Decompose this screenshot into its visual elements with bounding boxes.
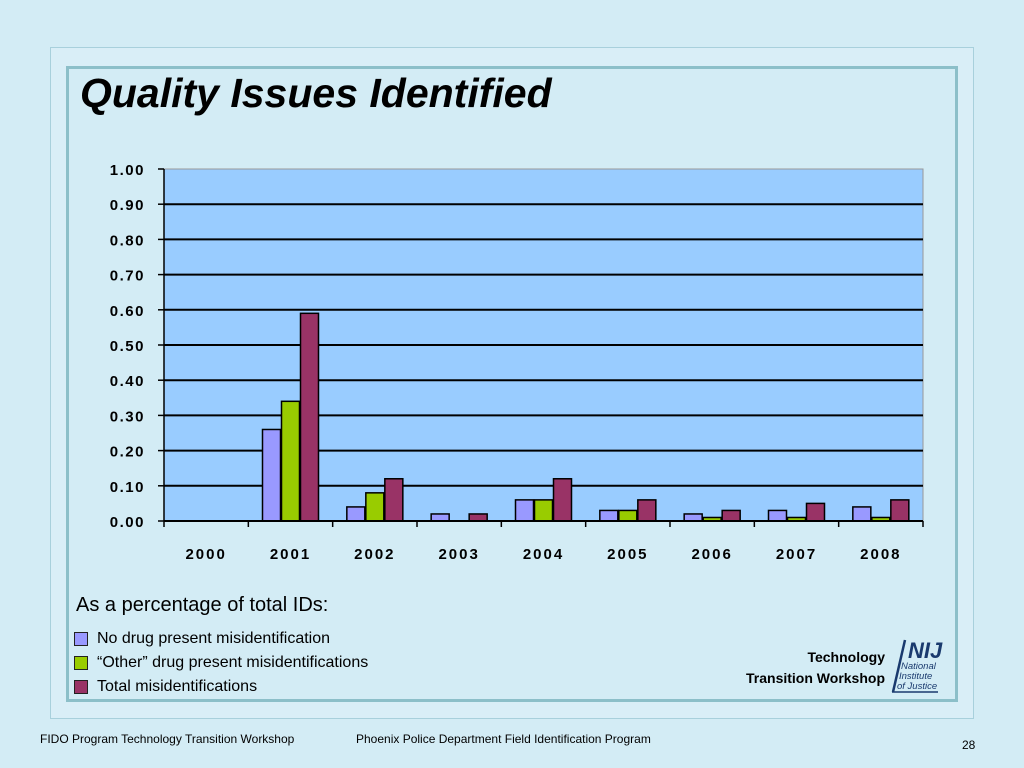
- tech-transition-text: Technology Transition Workshop: [720, 647, 885, 689]
- legend-label-other-drug: “Other” drug present misidentifications: [97, 654, 369, 671]
- legend-label-total: Total misidentifications: [97, 678, 258, 695]
- y-tick-label: 0.70: [110, 268, 145, 285]
- legend-swatch-total: [74, 680, 88, 694]
- bar-no-drug-present-misidentification: [683, 513, 703, 522]
- x-tick-label: 2003: [438, 546, 479, 563]
- nij-logo-abbr: NIJ: [908, 638, 943, 663]
- tech-line-2: Transition Workshop: [746, 670, 885, 686]
- bar-total-misidentifications: [805, 502, 826, 522]
- bar-total-misidentifications: [468, 513, 488, 522]
- y-tick-label: 0.40: [110, 373, 145, 390]
- footer-program-name: Phoenix Police Department Field Identifi…: [356, 732, 651, 746]
- chart-legend: No drug present misidentification “Other…: [74, 627, 368, 699]
- x-tick-label: 2006: [691, 546, 732, 563]
- x-tick-label: 2001: [270, 546, 311, 563]
- bar--other-drug-present-misidentifications: [280, 400, 301, 522]
- bar-no-drug-present-misidentification: [261, 428, 282, 522]
- legend-item-no-drug: No drug present misidentification: [74, 627, 368, 651]
- bar--other-drug-present-misidentifications: [533, 499, 554, 522]
- bar-total-misidentifications: [384, 478, 404, 522]
- nij-logo-line1: National: [901, 661, 937, 672]
- y-tick-label: 0.80: [110, 232, 145, 249]
- nij-logo: NIJ National Institute of Justice: [891, 638, 943, 693]
- bar-total-misidentifications: [890, 499, 910, 522]
- bar-total-misidentifications: [299, 312, 320, 522]
- bar-no-drug-present-misidentification: [430, 513, 450, 522]
- bar-total-misidentifications: [552, 478, 573, 522]
- footer-workshop-name: FIDO Program Technology Transition Works…: [40, 732, 295, 746]
- legend-item-other-drug: “Other” drug present misidentifications: [74, 651, 368, 675]
- bar-no-drug-present-misidentification: [346, 506, 366, 522]
- legend-label-no-drug: No drug present misidentification: [97, 630, 331, 647]
- bar-no-drug-present-misidentification: [852, 506, 872, 522]
- chart-caption: As a percentage of total IDs:: [76, 594, 329, 616]
- x-tick-label: 2007: [776, 546, 817, 563]
- nij-logo-line2: Institute: [899, 671, 932, 682]
- legend-swatch-other-drug: [74, 656, 88, 670]
- slide-title: Quality Issues Identified: [80, 70, 552, 116]
- y-tick-label: 0.00: [110, 514, 145, 531]
- y-tick-label: 0.50: [110, 338, 145, 355]
- x-tick-label: 2004: [523, 546, 564, 563]
- y-tick-label: 0.90: [110, 197, 145, 214]
- tech-line-1: Technology: [807, 649, 885, 665]
- bar--other-drug-present-misidentifications: [365, 492, 385, 522]
- y-tick-label: 0.20: [110, 444, 145, 461]
- nij-logo-line3: of Justice: [897, 681, 937, 692]
- y-tick-label: 0.60: [110, 303, 145, 320]
- y-tick-label: 1.00: [110, 162, 145, 179]
- bar-no-drug-present-misidentification: [767, 509, 788, 522]
- bar-no-drug-present-misidentification: [514, 499, 535, 522]
- bar-total-misidentifications: [721, 509, 741, 522]
- legend-swatch-no-drug: [74, 632, 88, 646]
- x-tick-label: 2002: [354, 546, 395, 563]
- slide-number: 28: [962, 738, 976, 752]
- bar-no-drug-present-misidentification: [599, 509, 619, 522]
- legend-item-total: Total misidentifications: [74, 675, 368, 699]
- x-tick-label: 2000: [185, 546, 226, 563]
- x-tick-label: 2005: [607, 546, 648, 563]
- bar-total-misidentifications: [637, 499, 657, 522]
- x-tick-label: 2008: [860, 546, 901, 563]
- bar--other-drug-present-misidentifications: [618, 509, 638, 522]
- y-tick-label: 0.10: [110, 479, 145, 496]
- y-tick-label: 0.30: [110, 408, 145, 425]
